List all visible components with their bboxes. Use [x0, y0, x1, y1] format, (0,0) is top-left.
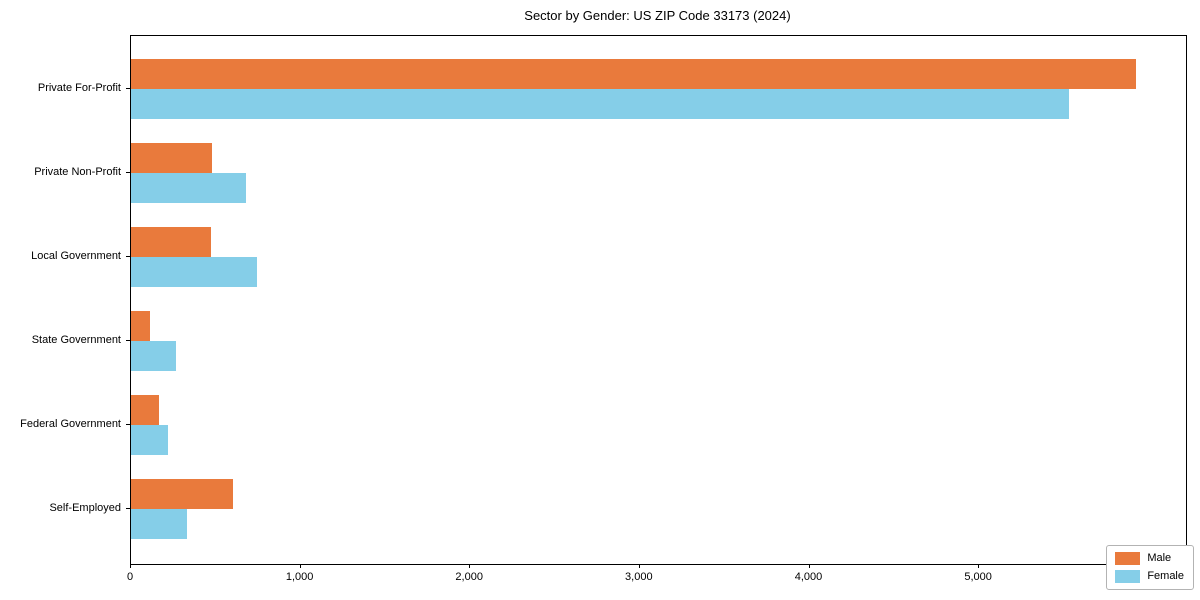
- plot-area: [130, 35, 1187, 565]
- male-color-swatch: [1115, 552, 1141, 565]
- bar-local-government-male: [131, 227, 211, 257]
- bar-private-for-profit-female: [131, 89, 1069, 119]
- y-tick-label-self-employed: Self-Employed: [49, 502, 121, 514]
- y-tick-mark: [126, 256, 130, 257]
- y-tick-label-private-for-profit: Private For-Profit: [37, 82, 121, 94]
- y-tick-label-private-non-profit: Private Non-Profit: [34, 166, 121, 178]
- x-tick-mark: [638, 564, 640, 568]
- bar-private-non-profit-female: [131, 173, 247, 203]
- chart-title: Sector by Gender: US ZIP Code 33173 (202…: [524, 8, 791, 23]
- y-tick-mark: [126, 340, 130, 341]
- y-tick-label-state-government: State Government: [31, 334, 121, 346]
- x-tick-label-1000: 1,000: [285, 571, 314, 583]
- x-tick-label-5000: 5,000: [964, 571, 992, 583]
- legend-label-male: Male: [1147, 552, 1172, 564]
- x-tick-mark: [299, 564, 301, 568]
- y-tick-mark: [126, 172, 130, 173]
- y-tick-mark: [126, 88, 130, 89]
- x-tick-mark: [978, 564, 980, 568]
- x-tick-mark: [808, 564, 810, 568]
- x-tick-label-2000: 2,000: [455, 571, 483, 583]
- legend-entry-female: Female: [1115, 570, 1184, 583]
- legend: Male Female: [1106, 545, 1194, 590]
- legend-entry-male: Male: [1115, 552, 1184, 565]
- bar-private-non-profit-male: [131, 143, 213, 173]
- x-tick-label-4000: 4,000: [794, 571, 823, 583]
- bar-state-government-male: [131, 311, 150, 341]
- bar-federal-government-male: [131, 395, 160, 425]
- y-tick-label-local-government: Local Government: [31, 250, 121, 262]
- bar-local-government-female: [131, 257, 258, 287]
- x-tick-label-0: 0: [126, 571, 134, 583]
- bar-state-government-female: [131, 341, 176, 371]
- x-tick-label-3000: 3,000: [625, 571, 653, 583]
- y-tick-mark: [126, 508, 130, 509]
- x-tick-mark: [469, 564, 471, 568]
- x-tick-mark: [130, 564, 131, 568]
- y-tick-mark: [126, 424, 130, 425]
- y-tick-label-federal-government: Federal Government: [20, 418, 121, 430]
- female-color-swatch: [1115, 570, 1141, 583]
- bar-private-for-profit-male: [131, 59, 1136, 89]
- bar-self-employed-male: [131, 479, 233, 509]
- bar-self-employed-female: [131, 509, 187, 539]
- bar-federal-government-female: [131, 425, 169, 455]
- legend-label-female: Female: [1147, 570, 1184, 582]
